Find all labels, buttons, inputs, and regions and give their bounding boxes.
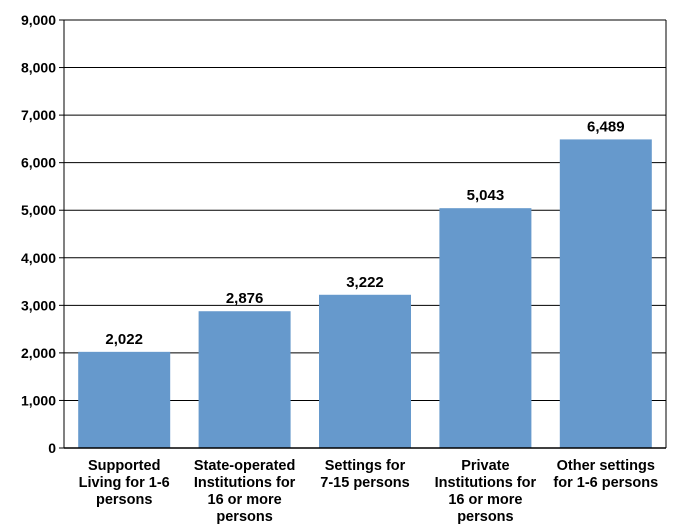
y-tick-label: 5,000 [21,202,56,218]
category-label-line: 16 or more [208,492,282,508]
category-label-line: Living for 1-6 [79,475,170,491]
category-labels: Supported Living for 1-6 personsState-oper… [79,458,658,525]
axes [59,19,667,449]
category-label: Other settings for 1-6 persons [553,458,658,491]
category-label-line: persons [96,492,152,508]
bar [559,139,652,449]
bar [78,351,171,448]
y-tick-label: 9,000 [21,12,56,28]
data-label: 3,222 [346,274,384,291]
bar [198,311,291,448]
category-label-line: persons [216,509,272,525]
category-label-line: Institutions for [435,475,537,491]
bar [439,208,532,448]
y-tick-label: 6,000 [21,155,56,171]
category-label-line: Other settings [557,458,655,474]
bars [78,139,652,449]
data-label: 2,022 [105,331,143,348]
data-label: 2,876 [226,290,264,307]
category-label: Settings for 7-15 persons [320,458,409,491]
y-tick-label: 8,000 [21,60,56,76]
data-label: 5,043 [467,187,505,204]
category-label-line: Institutions for [194,475,296,491]
category-label: Private Institutions for 16 or more persons [435,458,537,525]
category-label-line: persons [457,509,513,525]
y-tick-label: 3,000 [21,297,56,313]
y-tick-label: 7,000 [21,107,56,123]
category-label-line: Settings for [325,458,406,474]
y-tick-label: 1,000 [21,392,56,408]
category-label-line: State-operated [194,458,296,474]
bar [319,294,411,448]
category-label: State-operated Institutions for 16 or more… [194,458,296,525]
y-tick-label: 0 [48,440,56,456]
category-label-line: Private [461,458,509,474]
category-label-line: Supported [88,458,161,474]
y-tick-labels: 0 1,000 2,000 3,000 4,000 5,000 6,000 7,000 8,00… [21,12,56,456]
category-label: Supported Living for 1-6 persons [79,458,170,508]
category-label-line: 7-15 persons [320,475,409,491]
category-label-line: for 1-6 persons [553,475,658,491]
category-label-line: 16 or more [448,492,522,508]
y-tick-label: 2,000 [21,345,56,361]
y-tick-label: 4,000 [21,250,56,266]
data-label: 6,489 [587,118,625,135]
data-labels: 2,022 2,876 3,222 5,043 6,489 [105,118,624,347]
